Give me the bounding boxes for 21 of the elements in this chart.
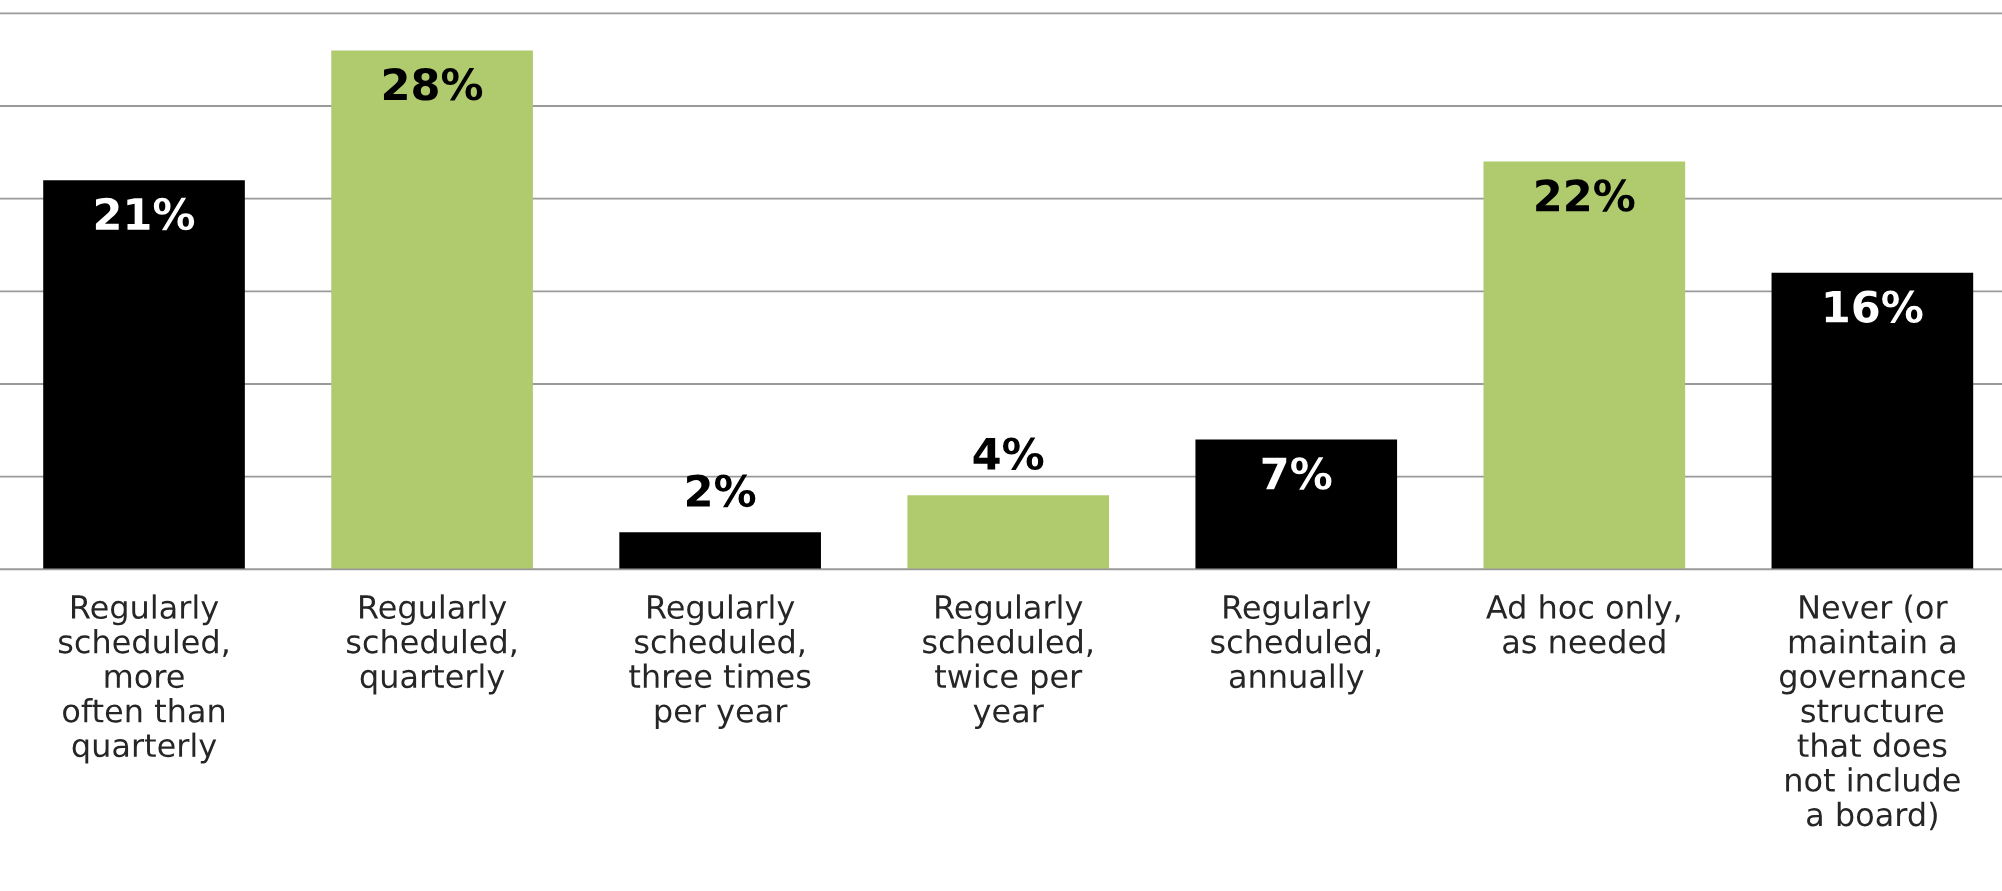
data-label: 16% xyxy=(1825,290,1923,323)
data-label: 21% xyxy=(95,197,195,231)
bar xyxy=(1771,272,1974,570)
x-tick-label: Regularly scheduled, quarterly xyxy=(347,594,516,695)
bar xyxy=(1195,439,1398,570)
bar xyxy=(43,180,245,570)
x-tick-label: Regularly scheduled, annually xyxy=(1211,594,1380,695)
data-label: 2% xyxy=(687,474,756,508)
bar xyxy=(331,50,533,570)
data-label: 4% xyxy=(973,437,1044,471)
bar xyxy=(619,532,821,570)
x-tick-label: Never (or maintain a governance structure that does not include a board) xyxy=(1780,594,1965,831)
x-tick-label: Ad hoc only, as needed xyxy=(1486,594,1680,654)
bar xyxy=(1483,161,1686,570)
bar xyxy=(907,495,1110,570)
x-tick-label: Regularly scheduled, twice per year xyxy=(923,594,1092,729)
data-label: 7% xyxy=(1262,457,1332,490)
data-label: 22% xyxy=(1536,179,1635,212)
x-tick-label: Regularly scheduled, three times per year xyxy=(629,594,811,729)
x-tick-label: Regularly scheduled, more often than quarterly xyxy=(58,594,228,764)
data-label: 28% xyxy=(383,68,483,101)
